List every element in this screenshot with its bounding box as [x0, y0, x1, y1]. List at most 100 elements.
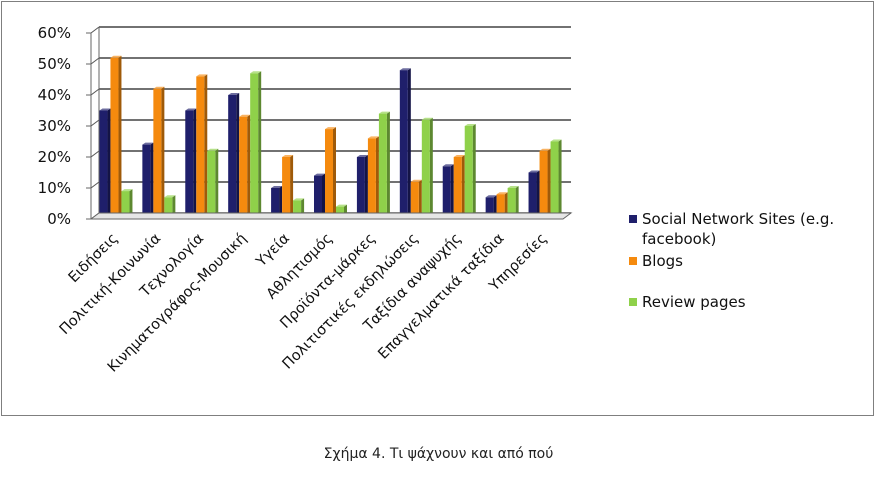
bar-side [172, 195, 176, 218]
bar-front [250, 73, 259, 218]
gridline-diagonal [90, 119, 100, 127]
plot-floor [89, 212, 573, 220]
bar-top [496, 192, 508, 195]
bar-side [204, 74, 208, 219]
bar [550, 139, 562, 218]
bar [496, 192, 508, 218]
bar [539, 148, 551, 218]
bar-top [550, 139, 562, 142]
bar-side [322, 173, 325, 218]
bar [207, 148, 219, 218]
bar-side [375, 136, 379, 218]
chart-frame: 0% 10% 20% 30% 40% 50% 60% Ειδήσεις Πολιτική-Κοι… [1, 1, 874, 416]
bar-side [461, 155, 465, 218]
bar-top [399, 68, 411, 71]
gridline-diagonal [90, 150, 100, 158]
bar-front [293, 200, 302, 218]
bar-front [421, 119, 430, 218]
bar-side [107, 108, 111, 218]
bar-front [314, 175, 322, 218]
bar-top [196, 74, 208, 77]
bar-front [196, 76, 205, 219]
bar-side [290, 155, 294, 218]
gridline-diagonal [90, 88, 100, 96]
bar [121, 189, 133, 218]
bar [464, 124, 476, 218]
bar [110, 55, 122, 218]
chart-svg: 0%10%20%30%40%50%60%ΕιδήσειςΠολιτική-Κοι… [38, 24, 835, 376]
bar [367, 136, 379, 218]
bar-side [279, 186, 283, 218]
bar-side [333, 127, 336, 218]
bar-front [528, 172, 537, 218]
y-tick-label: 0% [47, 210, 71, 228]
bar-front [496, 194, 505, 218]
bar-front [271, 188, 280, 218]
bar-side [493, 195, 497, 218]
bar-top [314, 173, 325, 176]
bar-top [239, 114, 251, 117]
bar-front [110, 57, 119, 218]
bar-front [207, 150, 216, 218]
bar-top [453, 155, 465, 157]
bar-top [421, 117, 433, 120]
bar [164, 195, 176, 218]
bar-front [367, 138, 376, 218]
bar-front [325, 129, 333, 218]
bar-front [282, 157, 291, 218]
gridline-diagonal [90, 57, 100, 65]
bar [410, 179, 422, 218]
bar [153, 86, 165, 218]
bar-side [547, 148, 551, 218]
bar-top [528, 170, 540, 173]
bar-top [164, 195, 176, 198]
bar-top [207, 148, 219, 151]
bar-front [185, 110, 194, 218]
bar [356, 155, 368, 218]
bar-front [442, 166, 451, 218]
bar-side [215, 148, 219, 218]
bar [399, 68, 411, 218]
bar [228, 93, 240, 218]
bar-top [410, 179, 422, 182]
bar [314, 173, 325, 218]
bar-side [118, 55, 122, 218]
bar [142, 142, 154, 218]
bar-top [378, 111, 390, 114]
y-tick-label: 20% [38, 148, 71, 166]
bar-top [336, 204, 347, 207]
bar-top [110, 55, 122, 58]
y-tick-label: 10% [38, 179, 71, 197]
legend-swatch [629, 298, 637, 306]
legend-item: Social Network Sites (e.g. facebook) [629, 210, 834, 248]
bar-top [367, 136, 379, 139]
bar [421, 117, 433, 218]
bar [196, 74, 208, 219]
bar-top [325, 127, 336, 130]
bar [99, 108, 111, 218]
bar-top [121, 189, 133, 192]
x-tick-label: Υγεία [253, 231, 293, 271]
bar-side [504, 192, 508, 218]
gridline-diagonal [90, 181, 100, 189]
bar-top [356, 155, 368, 157]
bar-front [399, 70, 408, 218]
bar-front [228, 95, 237, 218]
bar [528, 170, 540, 218]
bar-front [464, 126, 473, 218]
figure-caption: Σχήμα 4. Τι ψάχνουν και από πού [323, 446, 554, 462]
bar-top [99, 108, 111, 111]
bar-side [515, 186, 519, 218]
bar-side [258, 71, 262, 218]
bar [453, 155, 465, 218]
bar-front [410, 181, 419, 218]
legend-item: Blogs [629, 252, 683, 270]
bar-front [142, 144, 151, 218]
bar-top [442, 164, 454, 167]
bar-top [282, 155, 294, 157]
bar-front [99, 110, 108, 218]
legend-swatch [629, 215, 637, 223]
bar-side [161, 86, 165, 218]
bar [282, 155, 294, 218]
legend-item: Review pages [629, 293, 746, 311]
